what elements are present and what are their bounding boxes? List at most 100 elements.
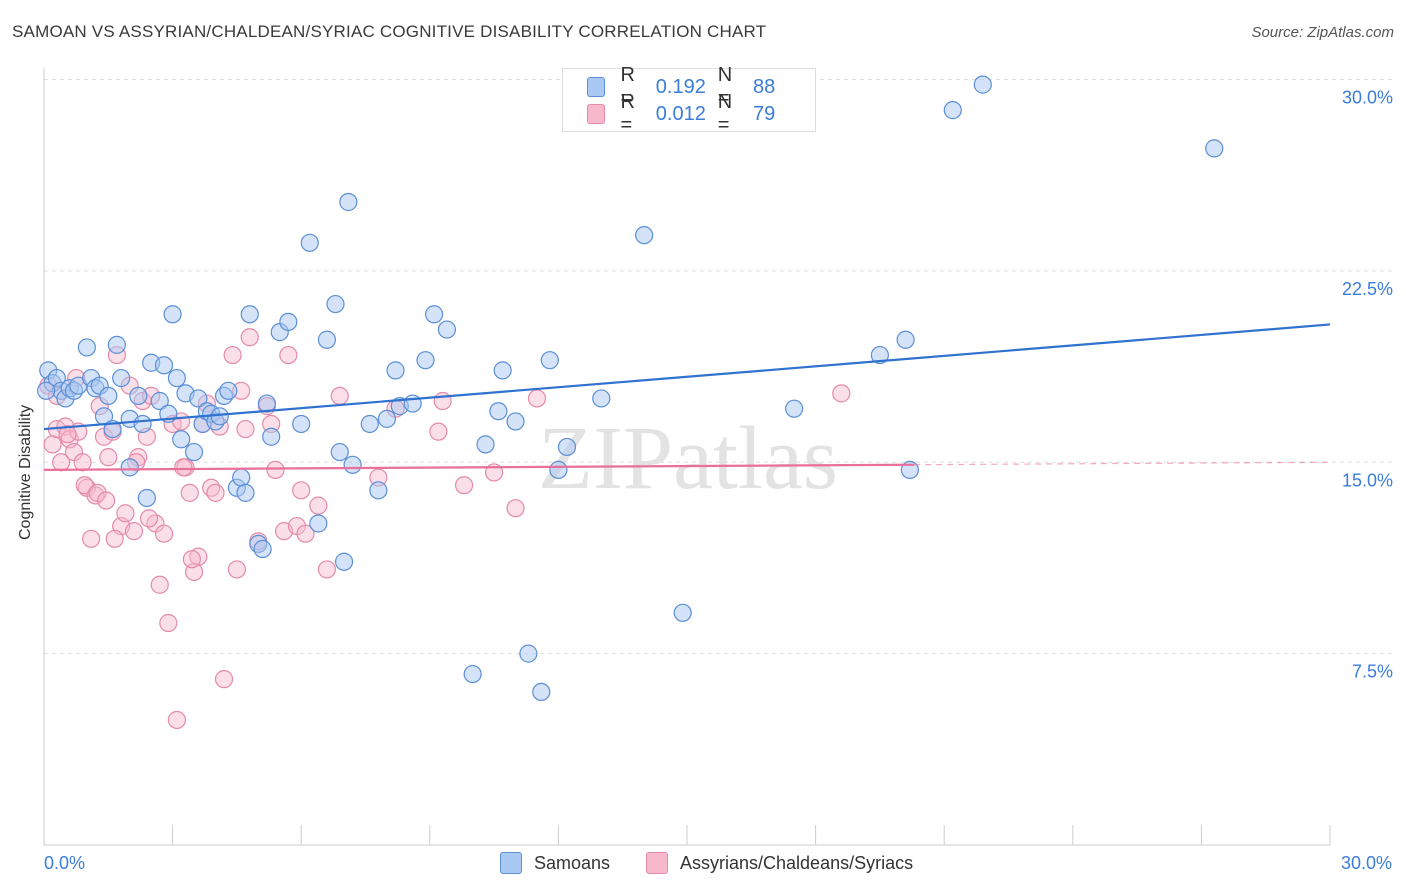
point-samoans <box>309 514 328 533</box>
legend-row-samoans: R = 0.192 N = 88 <box>587 64 815 109</box>
point-samoans <box>943 101 962 120</box>
point-assyrians <box>266 460 285 480</box>
source-label: Source: ZipAtlas.com <box>1251 24 1394 41</box>
point-assyrians <box>832 384 851 403</box>
point-samoans <box>300 233 319 252</box>
legend-label-assyrians: Assyrians/Chaldeans/Syriacs <box>680 852 914 873</box>
point-assyrians <box>227 560 246 579</box>
point-samoans <box>129 386 148 406</box>
legend-n-label: N = <box>717 64 733 109</box>
point-samoans <box>112 368 131 388</box>
point-samoans <box>557 437 577 457</box>
point-samoans <box>463 664 482 684</box>
point-samoans <box>317 330 337 349</box>
point-assyrians <box>214 670 234 689</box>
point-assyrians <box>296 524 315 543</box>
point-samoans <box>253 539 272 559</box>
point-samoans <box>236 483 255 502</box>
point-assyrians <box>206 483 225 502</box>
point-assyrians <box>97 491 116 510</box>
trend-line-samoans <box>43 323 1331 431</box>
point-samoans <box>292 414 311 434</box>
point-samoans <box>150 391 169 411</box>
legend-r-label: R = <box>620 64 635 109</box>
point-assyrians <box>43 435 62 454</box>
point-samoans <box>154 356 174 375</box>
point-samoans <box>330 442 349 462</box>
point-assyrians <box>527 389 547 408</box>
series-samoans-points <box>37 75 1224 702</box>
legend-swatch-assyrians <box>646 852 668 874</box>
point-samoans <box>532 682 551 702</box>
point-samoans <box>1205 139 1224 158</box>
point-samoans <box>673 603 692 622</box>
point-assyrians <box>506 499 525 518</box>
point-samoans <box>339 192 358 212</box>
point-samoans <box>476 435 495 454</box>
point-samoans <box>592 389 611 408</box>
point-assyrians <box>167 710 186 730</box>
point-samoans <box>506 412 525 431</box>
point-assyrians <box>429 422 448 441</box>
point-samoans <box>785 399 804 418</box>
trend-line-assyrians-extension <box>914 461 1331 466</box>
point-assyrians <box>240 328 259 347</box>
point-samoans <box>167 368 186 388</box>
legend-n-value-samoans: 88 <box>753 75 776 98</box>
point-samoans <box>37 381 56 400</box>
point-samoans <box>343 455 362 474</box>
point-samoans <box>99 386 118 406</box>
point-samoans <box>189 389 208 408</box>
point-assyrians <box>159 613 178 633</box>
point-assyrians <box>309 496 328 515</box>
point-samoans <box>424 305 444 324</box>
point-assyrians <box>330 386 349 406</box>
series-legend: Samoans Assyrians/Chaldeans/Syriacs <box>0 852 1406 878</box>
point-samoans <box>540 351 559 370</box>
point-samoans <box>232 468 251 487</box>
point-assyrians <box>174 458 193 477</box>
point-assyrians <box>139 509 159 528</box>
point-samoans <box>137 488 156 508</box>
point-assyrians <box>82 529 101 548</box>
point-assyrians <box>116 504 135 523</box>
tick-labels: 7.5% 15.0% 22.5% 30.0% 0.0% 30.0% <box>44 88 1393 874</box>
y-tick-label: 30.0% <box>1342 88 1393 108</box>
point-samoans <box>279 312 298 332</box>
y-axis-label: Cognitive Disability <box>17 404 34 540</box>
y-tick-label: 22.5% <box>1342 279 1393 299</box>
x-tick-label-min: 0.0% <box>44 853 85 873</box>
point-samoans <box>519 644 538 663</box>
point-samoans <box>635 226 654 245</box>
point-assyrians <box>150 575 169 594</box>
legend-n-value-assyrians: 79 <box>753 102 776 125</box>
legend-item-samoans[interactable]: Samoans <box>500 852 610 874</box>
legend-swatch-assyrians <box>587 104 605 124</box>
legend-swatch-samoans <box>587 77 605 97</box>
legend-r-value-assyrians: 0.012 <box>655 102 706 125</box>
point-assyrians <box>154 524 174 543</box>
point-samoans <box>437 320 457 339</box>
point-samoans <box>219 381 238 400</box>
point-samoans <box>172 430 191 449</box>
point-samoans <box>377 409 397 428</box>
legend-n-label: N = <box>717 91 733 136</box>
point-samoans <box>334 552 354 571</box>
point-assyrians <box>317 560 337 579</box>
watermark: ZIPatlas <box>538 409 838 508</box>
x-tick-label-max: 30.0% <box>1341 853 1392 873</box>
point-assyrians <box>124 522 144 541</box>
point-samoans <box>896 330 915 349</box>
legend-r-label: R = <box>620 91 635 136</box>
y-tick-label: 7.5% <box>1352 662 1393 682</box>
point-samoans <box>240 305 259 324</box>
point-samoans <box>416 351 435 370</box>
point-assyrians <box>73 453 92 472</box>
point-assyrians <box>454 476 474 495</box>
legend-item-assyrians[interactable]: Assyrians/Chaldeans/Syriacs <box>646 852 913 874</box>
legend-r-value-samoans: 0.192 <box>655 75 706 98</box>
point-samoans <box>257 394 277 413</box>
point-assyrians <box>236 419 255 439</box>
point-samoans <box>493 361 512 380</box>
